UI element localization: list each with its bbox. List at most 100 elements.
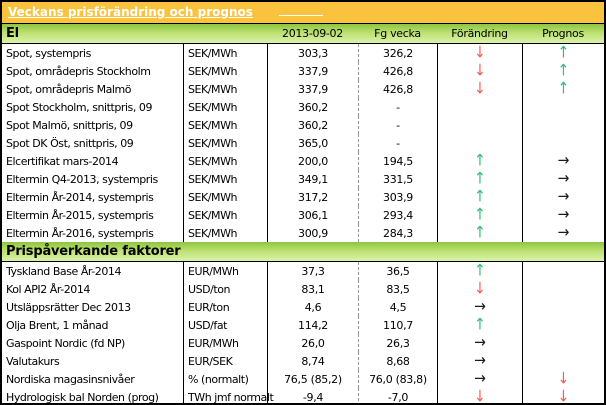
down-arrow-icon: ↓	[557, 387, 570, 405]
down-arrow-icon: ↓	[557, 369, 570, 389]
row-previous-value: -	[358, 98, 437, 116]
row-current-value: 360,2	[267, 98, 358, 116]
flat-arrow-cell: →	[522, 170, 604, 188]
row-previous-value: -	[358, 134, 437, 152]
empty-arrow-cell	[522, 352, 604, 370]
down-arrow-cell: ↓	[437, 62, 522, 80]
down-arrow-cell: ↓	[522, 387, 604, 405]
flat-arrow-cell: →	[522, 206, 604, 224]
row-previous-value: 36,5	[358, 262, 437, 280]
row-unit: SEK/MWh	[183, 188, 267, 206]
right-arrow-icon: →	[557, 205, 570, 225]
empty-arrow-cell	[437, 116, 522, 134]
up-arrow-icon: ↑	[557, 61, 570, 81]
row-name: Hydrologisk bal Norden (prog)	[6, 390, 159, 404]
row-name: Valutakurs	[6, 354, 60, 368]
row-name: Gaspoint Nordic (fd NP)	[6, 336, 125, 350]
table-row: Kol API2 År-2014 USD/ton 83,1 83,5 ↓	[2, 280, 604, 298]
title-underline-decoration	[278, 14, 323, 16]
empty-arrow-cell	[437, 98, 522, 116]
table-row: Elcertifikat mars-2014 SEK/MWh 200,0 194,5 ↑…	[2, 152, 604, 170]
row-current-value: 337,9	[267, 80, 358, 98]
right-arrow-icon: →	[474, 351, 486, 371]
el-section-rows: Spot, systempris SEK/MWh 303,3 326,2 ↓ ↑ Spot,…	[2, 44, 604, 242]
row-name: Tyskland Base År-2014	[6, 264, 122, 278]
table-row: Eltermin År-2014, systempris SEK/MWh 317,2…	[2, 188, 604, 206]
row-name: Spot DK Öst, snittpris, 09	[6, 136, 134, 150]
row-current-value: 303,3	[267, 44, 358, 62]
up-arrow-icon: ↑	[557, 79, 570, 99]
table-row: Tyskland Base År-2014 EUR/MWh 37,3 36,5 ↑	[2, 262, 604, 280]
down-arrow-icon: ↓	[474, 279, 486, 299]
row-unit: SEK/MWh	[183, 152, 267, 170]
row-current-value: 76,5 (85,2)	[267, 370, 358, 388]
row-current-value: 365,0	[267, 134, 358, 152]
flat-arrow-cell: →	[522, 188, 604, 206]
table-row: Spot Stockholm, snittpris, 09 SEK/MWh 360,…	[2, 98, 604, 116]
section-label-el: El	[6, 26, 19, 41]
up-arrow-icon: ↑	[474, 205, 486, 225]
row-name: Eltermin År-2016, systempris	[6, 226, 154, 240]
row-current-value: 26,0	[267, 334, 358, 352]
flat-arrow-cell: →	[437, 352, 522, 370]
row-unit: USD/ton	[183, 280, 267, 298]
up-arrow-icon: ↑	[474, 169, 486, 189]
row-name: Spot, områdepris Stockholm	[6, 64, 151, 78]
row-current-value: 37,3	[267, 262, 358, 280]
row-unit: SEK/MWh	[183, 62, 267, 80]
row-unit: SEK/MWh	[183, 116, 267, 134]
table-row: Olja Brent, 1 månad USD/fat 114,2 110,7 ↑	[2, 316, 604, 334]
row-name: Olja Brent, 1 månad	[6, 318, 108, 332]
flat-arrow-cell: →	[437, 298, 522, 316]
table-row: Spot DK Öst, snittpris, 09 SEK/MWh 365,0-	[2, 134, 604, 152]
row-name: Eltermin År-2014, systempris	[6, 190, 154, 204]
row-previous-value: 194,5	[358, 152, 437, 170]
row-current-value: 317,2	[267, 188, 358, 206]
row-name: Spot, områdepris Malmö	[6, 82, 132, 96]
row-current-value: 306,1	[267, 206, 358, 224]
row-previous-value: -	[358, 116, 437, 134]
down-arrow-icon: ↓	[474, 387, 486, 405]
row-previous-value: 26,3	[358, 334, 437, 352]
row-name: Utsläppsrätter Dec 2013	[6, 300, 131, 314]
down-arrow-icon: ↓	[474, 61, 486, 81]
up-arrow-cell: ↑	[437, 316, 522, 334]
up-arrow-cell: ↑	[522, 44, 604, 62]
table-row: Eltermin År-2015, systempris SEK/MWh 306,1…	[2, 206, 604, 224]
down-arrow-icon: ↓	[474, 79, 486, 99]
row-current-value: 114,2	[267, 316, 358, 334]
up-arrow-icon: ↑	[474, 315, 486, 335]
row-name: Spot Malmö, snittpris, 09	[6, 118, 133, 132]
row-current-value: 300,9	[267, 224, 358, 242]
up-arrow-icon: ↑	[557, 43, 570, 63]
row-unit: SEK/MWh	[183, 206, 267, 224]
row-previous-value: 284,3	[358, 224, 437, 242]
down-arrow-cell: ↓	[522, 370, 604, 388]
row-previous-value: 4,5	[358, 298, 437, 316]
flat-arrow-cell: →	[437, 334, 522, 352]
table-row: Spot Malmö, snittpris, 09 SEK/MWh 360,2-	[2, 116, 604, 134]
up-arrow-icon: ↑	[474, 261, 486, 281]
row-unit: EUR/MWh	[183, 262, 267, 280]
table-row: Spot, områdepris Malmö SEK/MWh 337,9 426,8 ↓…	[2, 80, 604, 98]
row-name: Spot, systempris	[6, 46, 91, 60]
up-arrow-cell: ↑	[437, 262, 522, 280]
row-previous-value: 426,8	[358, 62, 437, 80]
row-previous-value: 331,5	[358, 170, 437, 188]
row-unit: EUR/MWh	[183, 334, 267, 352]
up-arrow-cell: ↑	[522, 62, 604, 80]
row-previous-value: 303,9	[358, 188, 437, 206]
up-arrow-icon: ↑	[474, 223, 486, 243]
empty-arrow-cell	[522, 116, 604, 134]
table-row: Gaspoint Nordic (fd NP) EUR/MWh 26,0 26,3 →	[2, 334, 604, 352]
flat-arrow-cell: →	[522, 152, 604, 170]
column-header-forecast: Prognos	[542, 27, 584, 40]
row-unit: SEK/MWh	[183, 98, 267, 116]
table-row: Valutakurs EUR/SEK 8,74 8,68 →	[2, 352, 604, 370]
table-row: Hydrologisk bal Norden (prog) TWh jmf nor…	[2, 387, 604, 405]
empty-arrow-cell	[522, 334, 604, 352]
row-unit: TWh jmf normalt	[183, 388, 274, 403]
section-label-faktorer: Prispåverkande faktorer	[6, 244, 181, 259]
empty-arrow-cell	[522, 98, 604, 116]
row-name: Eltermin År-2015, systempris	[6, 208, 154, 222]
